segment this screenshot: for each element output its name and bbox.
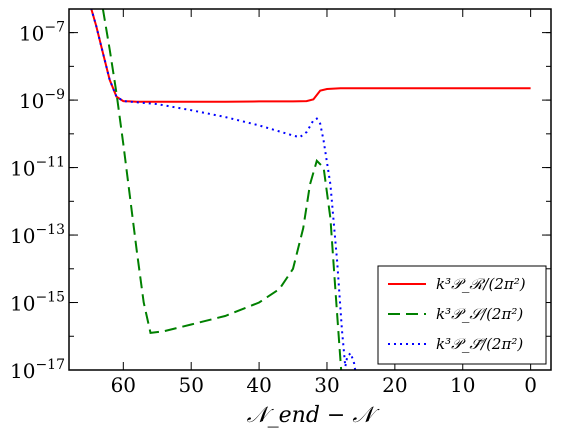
legend-label-3: k³𝒫_𝒮̃/(2π²): [436, 335, 523, 353]
y-tick-label: 10−13: [10, 222, 65, 248]
y-axis: 10−7 10−9 10−11 10−13 10−15 10−17: [10, 20, 551, 383]
series-line-2: [101, 9, 343, 370]
legend-label-1: k³𝒫_ℛ/(2π²): [436, 275, 526, 293]
y-tick-label: 10−7: [19, 20, 65, 46]
y-tick-label: 10−9: [19, 87, 65, 113]
legend: k³𝒫_ℛ/(2π²) k³𝒫_𝒮/(2π²) k³𝒫_𝒮̃/(2π²): [377, 265, 547, 365]
x-axis-title: 𝒩_end − 𝒩: [247, 403, 381, 428]
y-tick-label: 10−11: [10, 155, 65, 181]
x-tick-label: 40: [246, 373, 271, 397]
plot-frame: [68, 8, 552, 371]
legend-label-2: k³𝒫_𝒮/(2π²): [436, 305, 523, 323]
x-tick-label: 60: [111, 373, 136, 397]
x-axis: 60 50 40 30 20 10 0: [111, 9, 537, 397]
x-tick-label: 0: [524, 373, 537, 397]
series-line-1: [90, 9, 531, 103]
x-tick-label: 20: [382, 373, 407, 397]
x-tick-label: 10: [450, 373, 475, 397]
y-tick-label: 10−17: [10, 357, 65, 383]
y-tick-label: 10−15: [10, 290, 65, 316]
series-line-3: [90, 9, 357, 370]
x-tick-label: 30: [314, 373, 339, 397]
x-tick-label: 50: [178, 373, 203, 397]
